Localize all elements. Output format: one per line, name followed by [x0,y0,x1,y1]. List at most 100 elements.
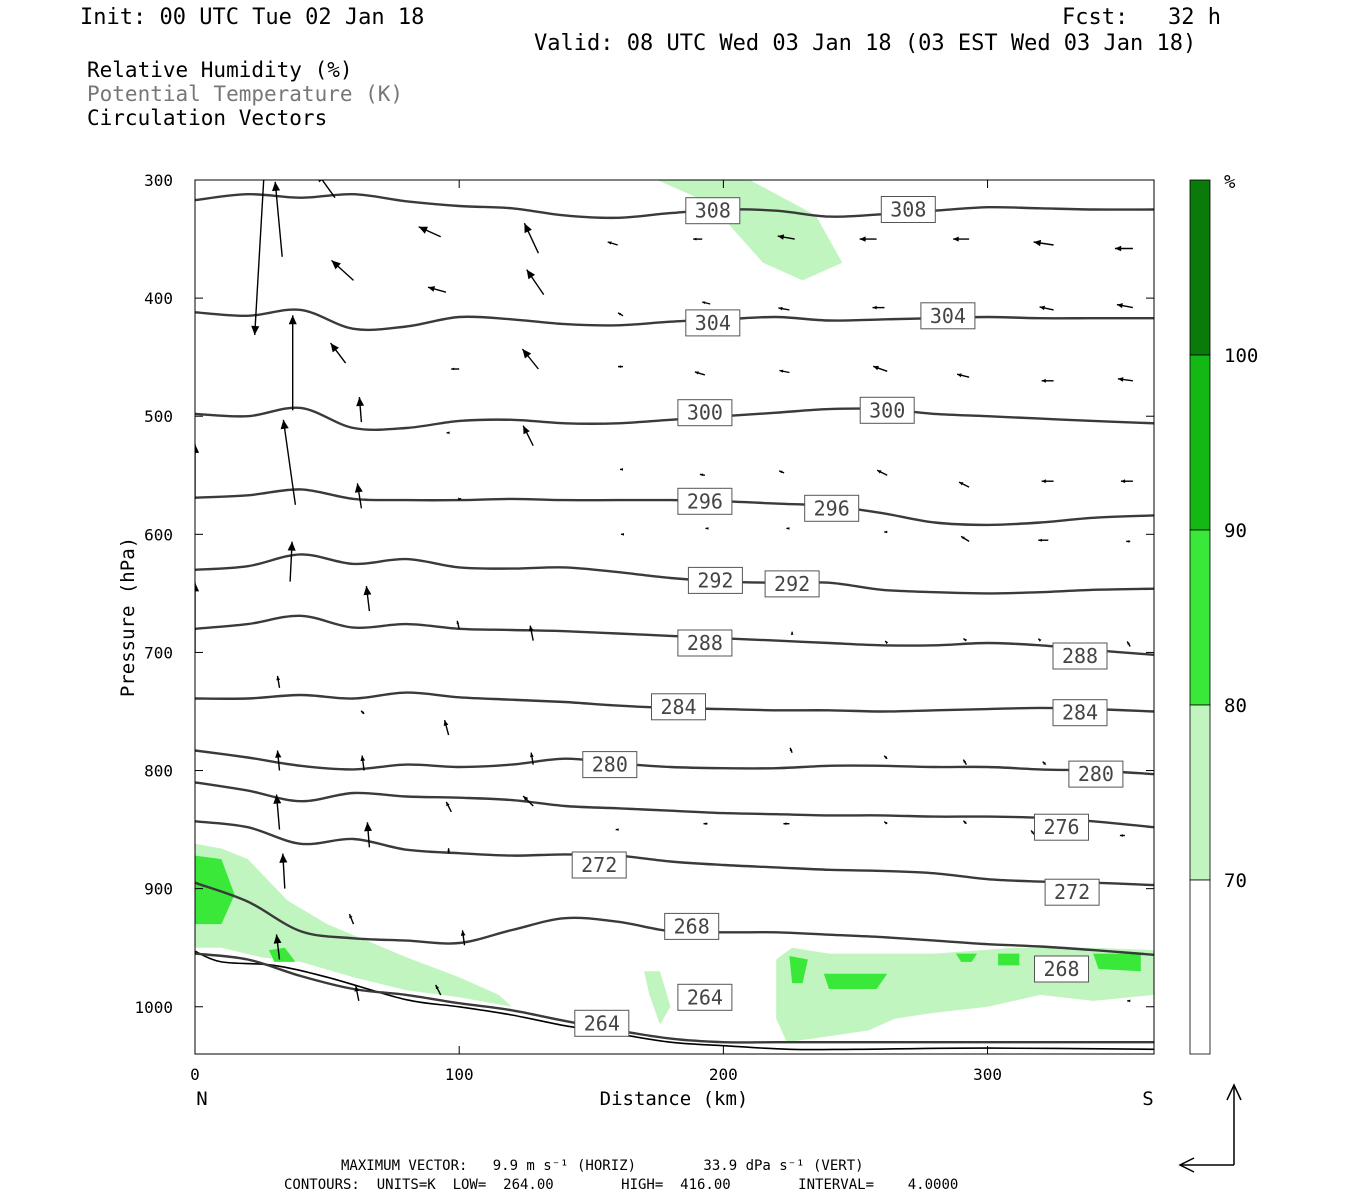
circulation-vector [360,710,365,715]
svg-text:308: 308 [695,199,731,223]
isentrope-296 [195,488,1154,527]
y-tick-label: 700 [144,643,173,662]
y-tick-label: 800 [144,762,173,781]
circulation-vector [884,530,888,534]
circulation-vector [778,306,790,311]
circulation-vector [276,675,281,689]
circulation-vector [790,631,794,635]
rh-region-70-2 [644,971,671,1025]
circulation-vector [1038,538,1049,542]
isentrope-label-308-0: 308 [685,197,741,225]
isentrope-276 [195,781,1154,829]
colorbar-level-label: 90 [1224,520,1247,542]
circulation-vector [447,848,450,854]
circulation-vector [789,747,793,754]
circulation-vector [521,348,539,370]
circulation-vector [530,752,534,765]
circulation-vector [778,470,785,474]
circulation-vector [1126,641,1131,647]
colorbar-unit: % [1224,171,1236,193]
circulation-vector [960,535,970,542]
svg-text:304: 304 [695,311,731,335]
contour-labels: 308 308 304 304 300 300 296 296 292 292 288 288 284 2… [571,196,1124,1037]
reference-vector-icon [1178,1083,1242,1173]
circulation-vector [620,468,623,471]
circulation-vector [615,828,619,831]
circulation-vector [279,853,288,889]
isentrope-label-280-0: 280 [582,751,638,779]
svg-text:272: 272 [1054,880,1090,904]
svg-text:280: 280 [592,753,628,777]
isentrope-label-272-0: 272 [571,851,627,879]
circulation-vector [783,822,790,825]
circulation-vector [876,469,888,476]
circulation-vector [451,367,460,371]
axes: 300 400 500 600 700 800 900 1000 0 100 200 300 [134,171,1154,1084]
circulation-vector [1037,638,1042,642]
circulation-vector [195,443,200,499]
colorbar-segment [1189,529,1211,706]
circulation-vector [693,237,703,241]
circulation-vector [956,373,970,378]
isentrope-300 [195,406,1154,432]
circulation-vector [360,755,366,771]
circulation-vector [330,342,347,364]
rh-region-80-9 [1093,953,1141,972]
circulation-vector [287,541,296,582]
colorbar-level-label: 100 [1224,345,1258,367]
circulation-vector [427,286,447,293]
circulation-vector [354,985,360,1002]
circulation-vector [883,755,888,760]
isentrope-label-284-0: 284 [651,693,706,721]
circulation-vector [288,315,297,411]
forecast-hour: Fcst: 32 h [1062,5,1221,30]
isentrope-292 [195,553,1154,595]
svg-text:264: 264 [584,1011,620,1035]
circulation-vector [418,226,441,238]
svg-text:276: 276 [1043,815,1079,839]
theta-field-label: Potential Temperature (K) [87,82,404,106]
circulation-vector [1042,761,1047,766]
isentrope-label-288-0: 288 [677,629,733,657]
circulation-vector [1041,479,1054,484]
isentrope-280 [195,749,1154,776]
colorbar-level-label: 70 [1224,870,1247,892]
svg-text:300: 300 [687,401,723,425]
circulation-vector [195,582,200,653]
isentrope-label-304-0: 304 [685,309,741,337]
circulation-vector [618,365,623,368]
circulation-vector [694,371,706,376]
circulation-vector [607,241,618,246]
circulation-vector [962,759,968,765]
circulation-vector [1033,239,1054,247]
svg-text:304: 304 [930,304,966,328]
circulation-vector [443,719,450,736]
circulation-vector [523,222,540,254]
circulation-vector [1117,377,1133,382]
circulation-vector [1116,303,1134,309]
isentrope-label-284-1: 284 [1052,699,1108,727]
y-tick-label: 1000 [134,998,173,1017]
isentrope-label-296-1: 296 [804,494,860,522]
circulation-vector [275,750,282,771]
isentrope-label-308-1: 308 [880,196,936,223]
circulation-vector [1126,540,1131,543]
x-tick-label: 100 [445,1065,474,1084]
circulation-vector [280,419,297,505]
plot-frame [194,179,1155,1055]
circulation-vector [963,638,967,642]
circulation-vector [522,795,534,807]
valid-time: Valid: 08 UTC Wed 03 Jan 18 (03 EST Wed … [534,31,1197,56]
svg-text:288: 288 [687,631,723,655]
circulation-vector [699,473,706,477]
contours-note: CONTOURS: UNITS=K LOW= 264.00 HIGH= 416.… [284,1177,959,1193]
circulation-vector [522,425,534,447]
svg-text:268: 268 [1043,957,1079,981]
circulation-vector [705,527,709,530]
circulation-vector [1039,305,1054,311]
max-vector-note: MAXIMUM VECTOR: 9.9 m s⁻¹ (HORIZ) 33.9 d… [341,1158,864,1174]
circulation-vector [272,181,283,257]
y-axis-title: Pressure (hPa) [117,537,139,697]
y-tick-label: 400 [144,289,173,308]
circulation-vectors [195,180,1134,1003]
